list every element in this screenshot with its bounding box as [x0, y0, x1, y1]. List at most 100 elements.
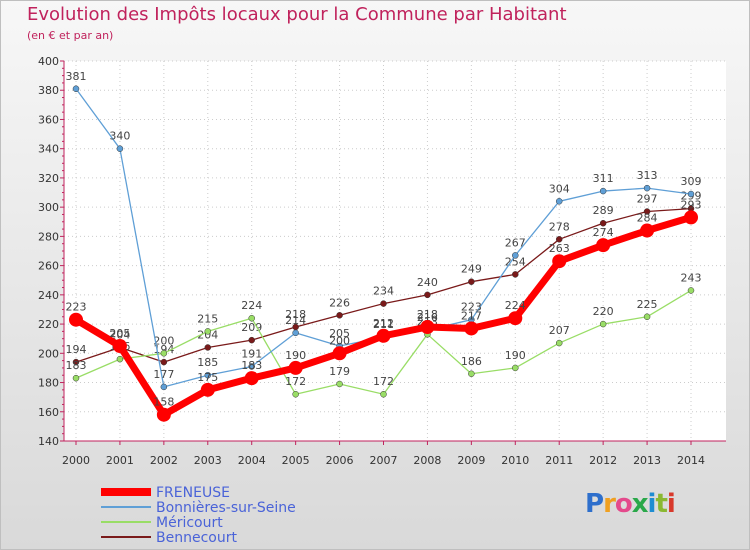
x-tick-label: 2012 [589, 454, 617, 467]
data-label: 194 [66, 343, 87, 356]
data-point [332, 346, 347, 361]
data-point [599, 187, 607, 195]
data-label: 205 [329, 327, 350, 340]
data-label: 243 [681, 271, 702, 284]
data-label: 190 [285, 349, 306, 362]
chart-subtitle: (en € et par an) [27, 29, 114, 42]
data-point [72, 85, 80, 93]
data-label: 205 [109, 327, 130, 340]
data-point [116, 355, 124, 363]
proxiti-logo: Proxiti [585, 489, 676, 519]
data-label: 226 [329, 296, 350, 309]
data-point [468, 370, 475, 378]
data-point [204, 344, 212, 351]
data-label: 304 [549, 182, 570, 195]
data-label: 240 [417, 276, 438, 289]
data-label: 220 [593, 305, 614, 318]
data-label: 249 [461, 263, 482, 276]
data-label: 274 [593, 226, 614, 239]
y-tick-label: 380 [38, 84, 59, 97]
data-label: 225 [637, 298, 658, 311]
data-point [424, 291, 431, 299]
x-tick-label: 2007 [370, 454, 398, 467]
data-point [643, 208, 651, 215]
x-tick-label: 2001 [106, 454, 134, 467]
data-point [288, 360, 303, 375]
data-label: 209 [241, 321, 262, 334]
data-label: 172 [285, 375, 306, 388]
data-label: 177 [153, 368, 174, 381]
data-label: 179 [329, 365, 350, 378]
data-point [599, 219, 607, 227]
data-label: 293 [681, 198, 702, 211]
data-label: 223 [66, 301, 87, 314]
data-point [112, 339, 127, 353]
legend: FRENEUSEBonnières-sur-SeineMéricourtBenn… [101, 485, 296, 546]
data-point [292, 329, 299, 337]
data-label: 212 [373, 317, 394, 330]
data-label: 340 [109, 130, 130, 143]
data-label: 224 [505, 299, 526, 312]
data-point [552, 254, 567, 269]
data-point [599, 320, 607, 328]
y-tick-label: 260 [38, 260, 59, 273]
y-tick-label: 400 [38, 55, 59, 68]
data-label: 204 [197, 328, 218, 341]
data-label: 185 [197, 356, 218, 369]
data-point [640, 223, 655, 238]
data-label: 175 [197, 371, 218, 384]
data-label: 191 [241, 347, 262, 360]
series-bennecourt: 194 204 194 204 209 218 226 234 240 249 254 278 289 2… [66, 190, 702, 366]
data-point [160, 358, 168, 366]
data-point [200, 382, 215, 397]
data-label: 183 [241, 359, 262, 372]
data-point [380, 390, 387, 398]
data-point [72, 374, 80, 382]
data-point [643, 313, 651, 321]
data-label: 216 [417, 311, 438, 324]
data-label: 311 [593, 172, 614, 185]
data-label: 223 [461, 301, 482, 314]
y-tick-label: 140 [38, 435, 59, 448]
data-label: 214 [285, 314, 306, 327]
data-label: 200 [329, 334, 350, 347]
legend-label: FRENEUSE [156, 485, 230, 501]
data-label: 254 [505, 255, 526, 268]
data-point [156, 407, 171, 422]
legend-label: Bennecourt [156, 530, 237, 546]
data-point [380, 300, 387, 307]
data-point [596, 238, 611, 253]
data-point [555, 236, 563, 243]
data-label: 263 [549, 242, 570, 255]
x-tick-label: 2003 [194, 454, 222, 467]
legend-label: Méricourt [156, 515, 223, 531]
data-point [643, 184, 651, 192]
data-point [116, 145, 124, 152]
data-label: 215 [197, 312, 218, 325]
data-label: 172 [373, 375, 394, 388]
data-point [376, 328, 391, 343]
data-point [336, 380, 343, 388]
data-point [292, 390, 299, 398]
y-tick-label: 320 [38, 172, 59, 185]
data-point [687, 190, 695, 198]
y-tick-label: 340 [38, 143, 59, 156]
y-tick-label: 300 [38, 201, 59, 214]
data-point [248, 314, 255, 322]
x-tick-label: 2002 [150, 454, 178, 467]
data-label: 218 [285, 308, 306, 321]
y-tick-label: 180 [38, 377, 59, 390]
data-point [244, 371, 259, 386]
data-point [420, 320, 435, 334]
x-tick-label: 2013 [633, 454, 661, 467]
data-label: 381 [66, 70, 87, 83]
data-label: 207 [549, 324, 570, 337]
y-tick-label: 240 [38, 289, 59, 302]
data-label: 313 [637, 169, 658, 182]
data-point [204, 371, 212, 379]
data-point [512, 271, 519, 278]
series-bonni-res-sur-seine: 381 340 177 185 191 214 205 211 216 223 267 304 311 3… [66, 70, 702, 391]
x-tick-label: 2005 [282, 454, 310, 467]
data-label: 186 [461, 355, 482, 368]
